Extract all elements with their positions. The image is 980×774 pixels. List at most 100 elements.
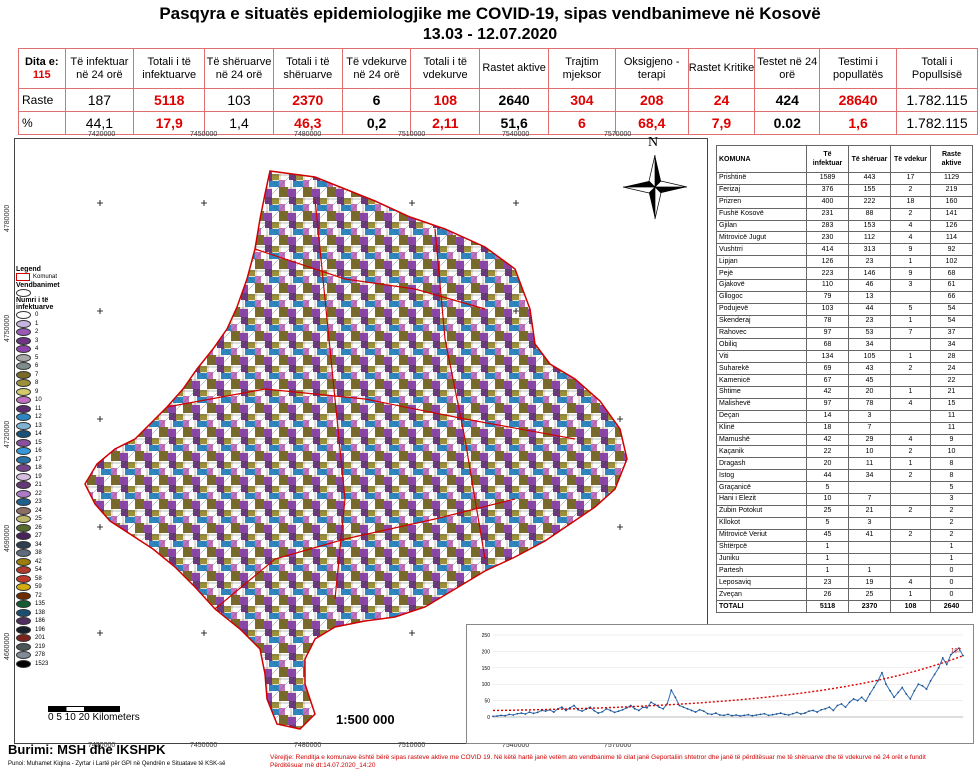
komuna-value: 141 [930, 207, 973, 221]
chart-y-tick: 200 [482, 649, 491, 655]
komuna-name: Shtime [716, 386, 807, 399]
data-point [747, 713, 750, 716]
stats-percent-row: % 44,1 17,9 1,4 46,3 0,2 2,11 51,6 6 68,… [18, 111, 979, 135]
komuna-value: 26 [806, 588, 849, 602]
komuna-value: 114 [930, 231, 973, 245]
komuna-value: 2 [890, 362, 931, 376]
data-point [646, 706, 648, 709]
komuna-value: 7 [848, 493, 891, 506]
legend-label: 27 [35, 533, 42, 540]
legend-label: 10 [35, 397, 42, 404]
komuna-value [890, 493, 931, 506]
legend-item: 4 [16, 345, 80, 354]
komuna-row: Mitrovicë Jugut 230 112 4 114 [716, 231, 973, 245]
komuna-name: Mamushë [716, 433, 807, 447]
data-point [905, 693, 908, 695]
komuna-value: 5 [806, 516, 849, 530]
komuna-value: 97 [806, 326, 849, 340]
komuna-value: 2 [930, 504, 973, 518]
data-point [804, 712, 806, 714]
komuna-name: Rahovec [716, 326, 807, 340]
legend-item: 10 [16, 396, 80, 405]
komuna-value: 2 [930, 516, 973, 530]
legend-item: 5 [16, 353, 80, 363]
data-point [536, 711, 539, 714]
legend-swatch [16, 430, 31, 439]
legend-swatch [16, 625, 31, 634]
legend-item: 278 [16, 651, 80, 660]
data-point [937, 666, 940, 669]
komuna-value: 37 [930, 326, 973, 340]
data-point [852, 698, 855, 700]
komuna-row: Skenderaj 78 23 1 54 [716, 314, 973, 328]
stats-header-cell: Të vdekurve në 24 orë [341, 48, 412, 89]
komuna-value: 88 [848, 207, 891, 221]
komuna-value [890, 552, 931, 566]
komuna-value: 21 [930, 386, 973, 399]
legend-swatch [16, 455, 31, 464]
komuna-name: Suharekë [716, 362, 807, 376]
komuna-value: 44 [848, 302, 891, 316]
komuna-value: 3 [848, 516, 891, 530]
komuna-row: Mitrovicë Veriut 45 41 2 2 [716, 528, 973, 542]
y-tick-label: 4780000 [4, 204, 11, 232]
stats-raste-row: Raste 187 5118 103 2370 6 108 2640 304 2… [18, 88, 979, 112]
note-line-1: Vërejtje: Renditja e komunave është bërë… [270, 754, 926, 761]
data-point [820, 708, 823, 711]
komuna-value: 10 [806, 493, 849, 506]
data-point [581, 710, 584, 712]
x-tick-label-bottom: 7450000 [190, 742, 218, 749]
komuna-value: 222 [848, 195, 891, 209]
komuna-value: 2 [890, 528, 931, 542]
komuna-value: 11 [848, 457, 891, 471]
legend-item: 59 [16, 583, 80, 592]
legend-label: 219 [35, 643, 46, 650]
data-point [617, 710, 620, 712]
komuna-value: 4 [890, 433, 931, 447]
legend-label: 25 [35, 516, 42, 523]
data-point [828, 706, 831, 709]
komuna-value: 126 [806, 255, 849, 269]
komuna-value: 134 [806, 350, 849, 364]
legend-swatch [16, 583, 31, 592]
legend-item: 12 [16, 413, 80, 422]
stats-header-cell: Të infektuar në 24 orë [64, 48, 135, 89]
aktive-header: Raste aktive [930, 145, 973, 173]
legend-label: 13 [35, 422, 42, 429]
data-point [686, 707, 689, 710]
komuna-value: 68 [806, 338, 849, 352]
legend-swatch [16, 574, 31, 583]
komuna-name: Shtërpcë [716, 540, 807, 554]
data-point [727, 713, 729, 716]
data-point [650, 701, 652, 704]
legend-label: 1 [35, 320, 39, 327]
komuna-value: 8 [930, 457, 973, 471]
stats-value: 2640 [479, 88, 550, 112]
legend-label: 1523 [35, 660, 49, 667]
series-line [492, 647, 964, 717]
legend-vendbanimet: Vendbanimet [16, 281, 60, 289]
komuna-value: 14 [806, 409, 849, 423]
komuna-value: 66 [930, 290, 973, 304]
komuna-row: Shtërpcë 1 1 [716, 540, 973, 554]
legend-swatch [16, 515, 31, 524]
data-point [629, 704, 632, 707]
legend-label: 201 [35, 635, 46, 642]
x-tick-label: 7420000 [88, 131, 116, 138]
legend-swatch [16, 438, 31, 447]
komuna-value: 2 [890, 445, 931, 459]
komuna-name: Vushtrri [716, 243, 807, 257]
legend-label: 16 [35, 448, 42, 455]
legend-swatch [16, 336, 31, 345]
komuna-value: 34 [848, 338, 891, 352]
legend-label: 6 [35, 363, 39, 370]
komuna-row: Pejë 223 146 9 68 [716, 267, 973, 281]
stats-header-cell: Oksigjeno - terapi [614, 48, 689, 89]
legend-swatch [16, 642, 31, 651]
data-point [714, 712, 717, 714]
komuna-value: 146 [848, 267, 891, 281]
data-point [662, 707, 665, 710]
komuna-value: 4 [890, 576, 931, 590]
data-point [877, 680, 879, 682]
legend-swatch [16, 413, 31, 422]
